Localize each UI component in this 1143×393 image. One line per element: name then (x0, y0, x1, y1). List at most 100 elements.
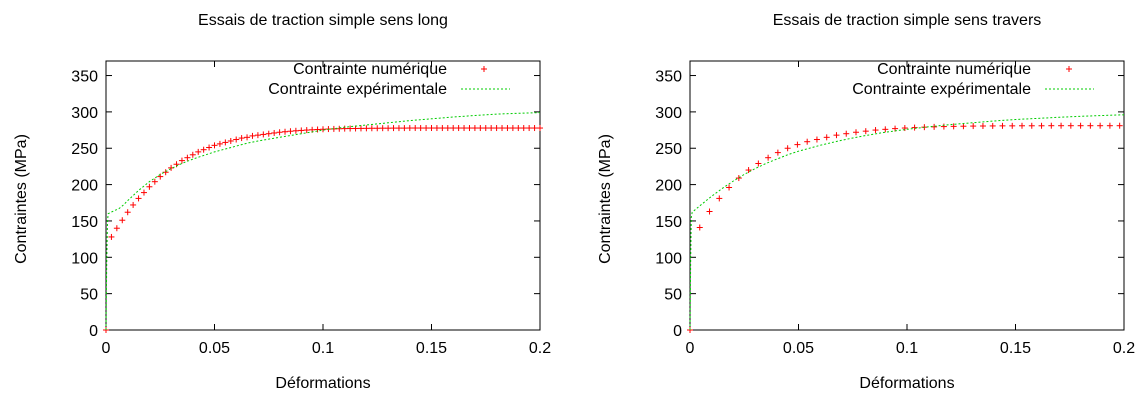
y-tick-label: 50 (80, 287, 98, 304)
data-point (357, 125, 364, 132)
data-point (960, 123, 967, 130)
data-point (135, 195, 142, 202)
data-point (882, 126, 889, 133)
data-point (401, 125, 408, 132)
data-point (1038, 122, 1045, 129)
x-axis-label: Déformations (859, 375, 954, 392)
chart-panel-travers: Essais de traction simple sens travers C… (572, 0, 1143, 393)
data-point (282, 128, 289, 135)
y-tick-label: 100 (655, 250, 682, 267)
data-point (813, 136, 820, 143)
data-point (979, 122, 986, 129)
data-point (336, 125, 343, 132)
data-point (950, 123, 957, 130)
data-point (493, 125, 500, 132)
data-point (1106, 122, 1113, 129)
data-point (271, 129, 278, 136)
data-point (989, 122, 996, 129)
data-point (1058, 122, 1065, 129)
data-point (276, 129, 283, 136)
series-layer (103, 112, 543, 333)
y-tick-label: 250 (71, 141, 98, 158)
data-point (755, 160, 762, 167)
data-point (774, 149, 781, 156)
x-tick-label: 0.2 (529, 340, 551, 357)
x-tick-label: 0.05 (199, 340, 230, 357)
data-point (706, 208, 713, 215)
legend-label-experimentale: Contrainte expérimentale (268, 81, 447, 98)
data-point (200, 146, 207, 153)
chart-panel-long: Essais de traction simple sens long Cont… (0, 0, 571, 393)
data-point (423, 125, 430, 132)
data-point (428, 125, 435, 132)
data-point (222, 139, 229, 146)
y-tick-label: 50 (664, 287, 682, 304)
y-axis-label: Contraintes (MPa) (597, 134, 614, 264)
data-point (406, 125, 413, 132)
data-point (124, 209, 131, 216)
data-point (833, 132, 840, 139)
data-point (320, 126, 326, 133)
data-point (195, 148, 202, 155)
data-point (189, 151, 196, 158)
data-point (249, 132, 256, 139)
data-point (216, 140, 223, 147)
data-point (461, 125, 468, 132)
y-tick-label: 100 (71, 250, 98, 267)
data-point (477, 125, 484, 132)
data-point (504, 125, 511, 132)
chart-svg-travers: Essais de traction simple sens travers C… (597, 12, 1135, 392)
data-point (254, 132, 261, 139)
y-axis-label: Contraintes (MPa) (13, 134, 30, 264)
data-point (531, 125, 538, 132)
data-point (227, 137, 234, 144)
y-tick-label: 350 (655, 69, 682, 86)
series-experimentale-line (689, 114, 1125, 331)
data-point (162, 169, 169, 176)
y-tick-label: 300 (655, 105, 682, 122)
data-point (515, 125, 522, 132)
data-point (488, 125, 495, 132)
data-point (455, 125, 462, 132)
legend-label-numerique: Contrainte numérique (293, 61, 447, 78)
data-point (482, 125, 489, 132)
chart-title: Essais de traction simple sens travers (773, 12, 1042, 29)
data-point (178, 157, 185, 164)
data-point (696, 224, 703, 231)
y-tick-label: 150 (655, 214, 682, 231)
data-point (374, 125, 381, 132)
legend-label-experimentale: Contrainte expérimentale (852, 81, 1031, 98)
data-point (347, 125, 354, 132)
y-tick-label: 300 (71, 105, 98, 122)
x-tick-label: 0.15 (416, 340, 447, 357)
data-point (206, 144, 213, 151)
data-point (140, 189, 147, 196)
data-point (417, 125, 424, 132)
data-point (314, 126, 321, 133)
data-point (466, 125, 473, 132)
ticks-layer: 0 50 100 150 200 250 300 350 0 0.05 0.1 0.15 0.2 (71, 61, 551, 357)
data-point (412, 125, 419, 132)
data-point (999, 122, 1006, 129)
data-point (862, 128, 869, 135)
data-point (151, 178, 158, 185)
data-point (303, 127, 310, 134)
x-tick-label: 0 (102, 340, 111, 357)
data-point (471, 125, 478, 132)
data-point (1048, 122, 1055, 129)
data-point (1116, 122, 1123, 129)
data-point (439, 125, 446, 132)
data-point (119, 217, 126, 224)
data-point (395, 125, 402, 132)
data-point (537, 125, 543, 132)
data-point (499, 125, 506, 132)
data-point (341, 125, 348, 132)
data-point (911, 124, 918, 131)
x-tick-label: 0.15 (1000, 340, 1031, 357)
plot-frame (105, 60, 541, 331)
data-point (726, 184, 733, 191)
data-point (130, 201, 137, 208)
data-point (368, 125, 375, 132)
x-axis-label: Déformations (275, 375, 370, 392)
data-point (784, 145, 791, 152)
